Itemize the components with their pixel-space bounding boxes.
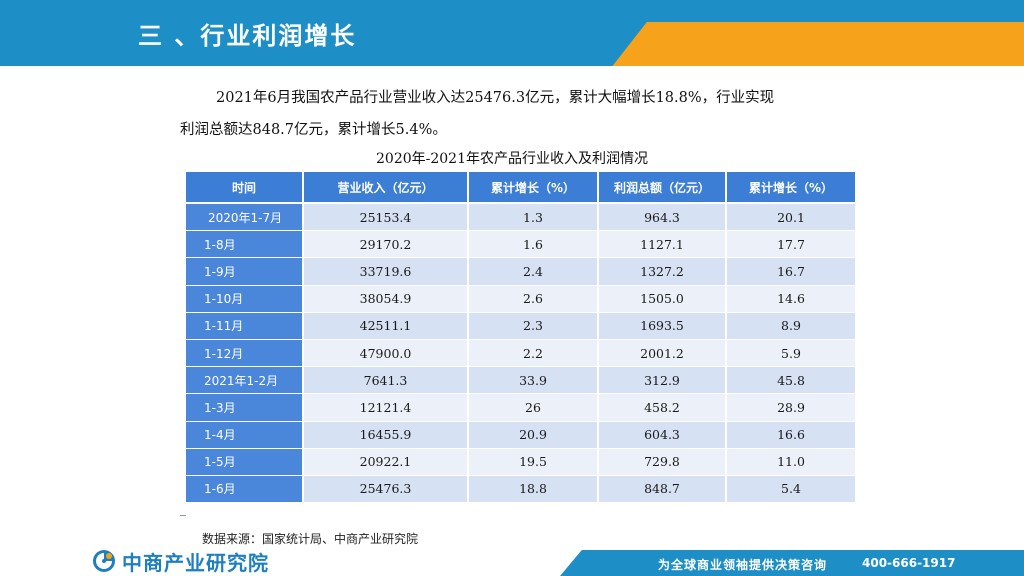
company-logo: 中商产业研究院 <box>92 548 269 575</box>
table-title: 2020年-2021年农产品行业收入及利润情况 <box>376 151 648 167</box>
cell-revenue: 33719.6 <box>303 257 469 286</box>
column-header-profit-growth: 累计增长（%） <box>726 172 857 204</box>
cell-profit-growth: 45.8 <box>726 366 857 395</box>
footer-slogan: 为全球商业领袖提供决策咨询 <box>658 558 828 572</box>
table-row: 2021年1-2月 7641.3 33.9 312.9 45.8 <box>186 366 857 395</box>
cell-revenue-growth: 20.9 <box>468 421 599 449</box>
cell-period: 1-4月 <box>186 421 304 449</box>
table-row: 1-9月 33719.6 2.4 1327.2 16.7 <box>186 257 857 286</box>
cell-revenue: 12121.4 <box>303 393 469 422</box>
cell-profit: 312.9 <box>598 366 727 395</box>
footer: 为全球商业领袖提供决策咨询 400-666-1917 <box>0 546 1024 576</box>
cell-profit: 604.3 <box>598 421 727 449</box>
table-header-row: 时间 营业收入（亿元） 累计增长（%） 利润总额（亿元） 累计增长（%） <box>186 172 857 204</box>
table-row: 1-4月 16455.9 20.9 604.3 16.6 <box>186 421 857 449</box>
summary-line-1-text: 2021年6月我国农产品行业营业收入达25476.3亿元，累计大幅增长18.8%… <box>216 90 775 106</box>
cell-profit: 848.7 <box>598 475 727 504</box>
cell-period: 1-10月 <box>186 285 304 313</box>
cell-revenue: 20922.1 <box>303 448 469 476</box>
cell-period: 1-8月 <box>186 230 304 259</box>
table-row: 1-12月 47900.0 2.2 2001.2 5.9 <box>186 339 857 368</box>
cell-profit-growth: 14.6 <box>726 285 857 313</box>
cell-period: 1-11月 <box>186 312 304 340</box>
cell-profit: 1693.5 <box>598 312 727 340</box>
cell-profit: 729.8 <box>598 448 727 476</box>
cell-revenue: 29170.2 <box>303 230 469 259</box>
cell-profit: 1127.1 <box>598 230 727 259</box>
cell-revenue-growth: 2.3 <box>468 312 599 340</box>
table-row: 1-3月 12121.4 26 458.2 28.9 <box>186 393 857 422</box>
cell-period: 2020年1-7月 <box>186 203 304 232</box>
column-header-period: 时间 <box>186 172 304 204</box>
cell-revenue-growth: 33.9 <box>468 366 599 395</box>
footer-bar <box>600 550 1024 576</box>
summary-line-1: 2021年6月我国农产品行业营业收入达25476.3亿元，累计大幅增长18.8%… <box>180 82 900 114</box>
cell-revenue-growth: 2.4 <box>468 257 599 286</box>
cell-revenue: 47900.0 <box>303 339 469 368</box>
page-title: 三 、行业利润增长 <box>138 22 357 50</box>
cell-profit: 2001.2 <box>598 339 727 368</box>
header-orange-accent <box>600 22 1024 66</box>
cell-profit: 1327.2 <box>598 257 727 286</box>
cell-revenue: 25476.3 <box>303 475 469 504</box>
cell-profit-growth: 16.7 <box>726 257 857 286</box>
cell-period: 2021年1-2月 <box>186 366 304 395</box>
cell-profit-growth: 5.9 <box>726 339 857 368</box>
cell-revenue-growth: 19.5 <box>468 448 599 476</box>
cell-revenue: 16455.9 <box>303 421 469 449</box>
cell-revenue: 25153.4 <box>303 203 469 232</box>
table-row: 1-11月 42511.1 2.3 1693.5 8.9 <box>186 312 857 340</box>
summary-paragraph: 2021年6月我国农产品行业营业收入达25476.3亿元，累计大幅增长18.8%… <box>180 82 900 146</box>
cell-revenue-growth: 18.8 <box>468 475 599 504</box>
revenue-profit-table: 时间 营业收入（亿元） 累计增长（%） 利润总额（亿元） 累计增长（%） 202… <box>186 172 857 504</box>
column-header-profit: 利润总额（亿元） <box>598 172 727 204</box>
cell-period: 1-12月 <box>186 339 304 368</box>
cell-profit: 458.2 <box>598 393 727 422</box>
cell-profit-growth: 16.6 <box>726 421 857 449</box>
cell-revenue-growth: 26 <box>468 393 599 422</box>
cell-revenue-growth: 1.6 <box>468 230 599 259</box>
cell-period: 1-9月 <box>186 257 304 286</box>
cell-profit-growth: 17.7 <box>726 230 857 259</box>
cell-profit-growth: 8.9 <box>726 312 857 340</box>
data-source: 数据来源：国家统计局、中商产业研究院 <box>202 532 419 546</box>
cell-profit: 1505.0 <box>598 285 727 313</box>
cell-profit-growth: 20.1 <box>726 203 857 232</box>
logo-text: 中商产业研究院 <box>122 550 269 575</box>
table-row: 2020年1-7月 25153.4 1.3 964.3 20.1 <box>186 203 857 232</box>
cell-revenue: 38054.9 <box>303 285 469 313</box>
table-row: 1-8月 29170.2 1.6 1127.1 17.7 <box>186 230 857 259</box>
cell-profit-growth: 28.9 <box>726 393 857 422</box>
table-row: 1-10月 38054.9 2.6 1505.0 14.6 <box>186 285 857 313</box>
cell-period: 1-5月 <box>186 448 304 476</box>
cell-profit: 964.3 <box>598 203 727 232</box>
column-header-revenue-growth: 累计增长（%） <box>468 172 599 204</box>
cell-revenue-growth: 1.3 <box>468 203 599 232</box>
table-row: 1-6月 25476.3 18.8 848.7 5.4 <box>186 475 857 504</box>
cell-profit-growth: 11.0 <box>726 448 857 476</box>
logo-mark-icon <box>93 550 115 572</box>
cell-revenue: 7641.3 <box>303 366 469 395</box>
cell-revenue-growth: 2.6 <box>468 285 599 313</box>
header-band: 三 、行业利润增长 <box>0 0 1024 66</box>
footer-phone: 400-666-1917 <box>862 556 956 570</box>
cell-profit-growth: 5.4 <box>726 475 857 504</box>
cell-revenue: 42511.1 <box>303 312 469 340</box>
cell-period: 1-3月 <box>186 393 304 422</box>
table-row: 1-5月 20922.1 19.5 729.8 11.0 <box>186 448 857 476</box>
summary-line-2: 利润总额达848.7亿元，累计增长5.4%。 <box>180 122 447 138</box>
cell-revenue-growth: 2.2 <box>468 339 599 368</box>
cell-period: 1-6月 <box>186 475 304 504</box>
divider <box>180 515 186 516</box>
column-header-revenue: 营业收入（亿元） <box>303 172 469 204</box>
